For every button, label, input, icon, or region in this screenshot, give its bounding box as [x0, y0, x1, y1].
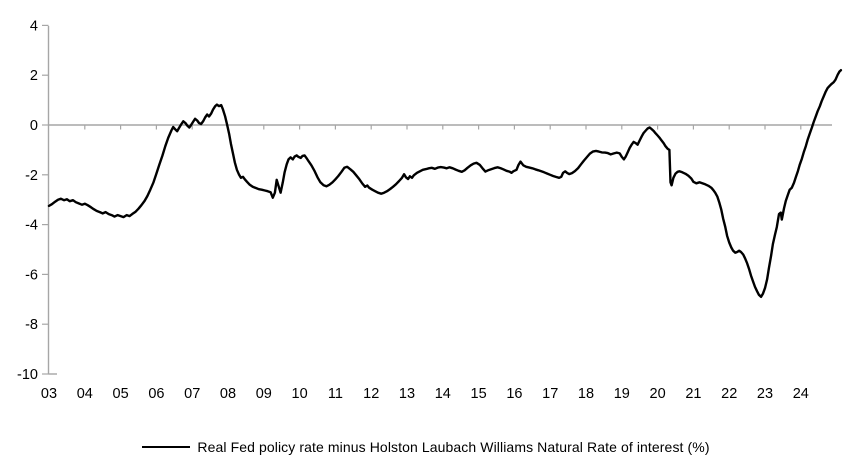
y-axis-label: 2 [30, 68, 38, 84]
y-axis-label: -6 [25, 267, 38, 283]
x-axis-label: 08 [220, 386, 236, 402]
x-axis-label: 14 [435, 386, 451, 402]
y-axis-label: 0 [30, 118, 38, 134]
x-axis-label: 15 [471, 386, 487, 402]
legend-label: Real Fed policy rate minus Holston Lauba… [197, 439, 710, 455]
x-axis-label: 13 [399, 386, 415, 402]
x-axis-label: 24 [793, 386, 809, 402]
legend-line-swatch [142, 446, 191, 448]
y-axis-label: -10 [17, 367, 38, 383]
x-axis-label: 19 [614, 386, 630, 402]
legend: Real Fed policy rate minus Holston Lauba… [0, 435, 852, 459]
x-axis-label: 22 [721, 386, 737, 402]
y-axis-label: -8 [25, 317, 38, 333]
x-axis-label: 10 [292, 386, 308, 402]
x-axis-label: 17 [542, 386, 558, 402]
y-axis-label: 4 [30, 18, 38, 34]
x-axis-label: 16 [506, 386, 522, 402]
x-axis-label: 18 [578, 386, 594, 402]
x-axis-label: 06 [148, 386, 164, 402]
x-axis-label: 20 [650, 386, 666, 402]
x-axis-label: 09 [256, 386, 272, 402]
x-axis-label: 03 [41, 386, 57, 402]
y-axis-label: -2 [25, 168, 38, 184]
x-axis-label: 21 [685, 386, 701, 402]
x-axis-label: 11 [328, 386, 343, 402]
x-axis-label: 07 [184, 386, 200, 402]
x-axis-label: 23 [757, 386, 773, 402]
data-line [47, 68, 843, 298]
x-axis-label: 04 [77, 386, 93, 402]
y-axis-label: -4 [25, 218, 38, 234]
x-axis-label: 05 [113, 386, 129, 402]
x-axis-label: 12 [363, 386, 379, 402]
